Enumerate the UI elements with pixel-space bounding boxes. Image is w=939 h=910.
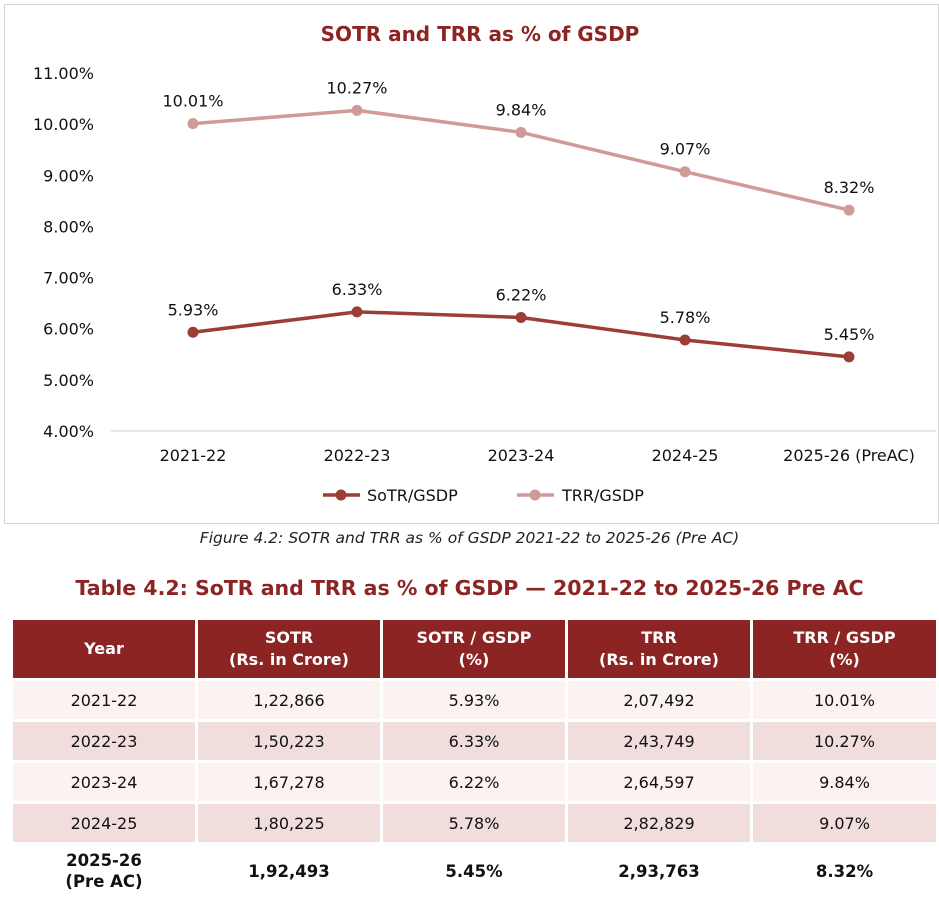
header-year: Year [13,620,195,678]
data-point [187,118,199,130]
data-label: 5.78% [660,308,711,327]
figure-caption: Figure 4.2: SOTR and TRR as % of GSDP 20… [199,529,740,547]
cell-sotr-gsdp: 6.33% [383,722,565,760]
cell-sotr-gsdp: 5.93% [383,681,565,719]
cell-sotr: 1,50,223 [198,722,380,760]
header-label: SOTR / GSDP [416,628,532,647]
data-label: 9.07% [660,140,711,159]
cell-trr-gsdp: 8.32% [753,845,936,897]
cell-year: 2025-26 (Pre AC) [13,845,195,897]
data-label: 5.93% [168,300,219,319]
header-label: Year [84,639,124,658]
header-sotr: SOTR (Rs. in Crore) [198,620,380,678]
x-tick-label: 2022-23 [324,446,391,465]
header-trr: TRR (Rs. in Crore) [568,620,750,678]
y-tick-label: 8.00% [43,217,94,236]
header-trr-gsdp: TRR / GSDP (%) [753,620,936,678]
x-tick-label: 2023-24 [488,446,555,465]
data-label: 10.27% [326,78,387,97]
data-point [351,306,363,318]
cell-year: 2024-25 [13,804,195,842]
cell-sotr: 1,92,493 [198,845,380,897]
y-tick-label: 4.00% [43,422,94,441]
legend-item: SoTR/GSDP [323,486,458,505]
header-label: SOTR [264,628,314,647]
y-tick-label: 7.00% [43,269,94,288]
cell-trr-gsdp: 9.07% [753,804,936,842]
cell-year: 2023-24 [13,763,195,801]
header-label: TRR / GSDP [793,628,896,647]
y-tick-label: 9.00% [43,166,94,185]
data-label: 5.45% [824,325,875,344]
cell-sotr: 1,67,278 [198,763,380,801]
x-axis: 2021-22 2022-23 2023-24 2024-25 2025-26 (Pre… [160,446,915,465]
table-row: 2024-25 1,80,225 5.78% 2,82,829 9.07% [13,804,936,842]
cell-trr: 2,43,749 [568,722,750,760]
cell-year-sub: (Pre AC) [65,872,143,891]
y-axis: 4.00% 5.00% 6.00% 7.00% 8.00% 9.00% 10.00% 11.0… [33,64,94,441]
table-row-total: 2025-26 (Pre AC) 1,92,493 5.45% 2,93,763… [13,845,936,897]
series-trr-gsdp: 10.01% 10.27% 9.84% 9.07% 8.32% [162,78,875,216]
y-tick-label: 10.00% [33,115,94,134]
cell-sotr: 1,80,225 [198,804,380,842]
cell-sotr-gsdp: 5.78% [383,804,565,842]
data-table: Year SOTR (Rs. in Crore) SOTR / GSDP (%)… [10,617,939,900]
table-row: 2023-24 1,67,278 6.22% 2,64,597 9.84% [13,763,936,801]
data-label: 8.32% [824,178,875,197]
data-point [515,311,527,323]
data-point [515,126,527,138]
table-header-row: Year SOTR (Rs. in Crore) SOTR / GSDP (%)… [13,620,936,678]
series-layer: 5.93% 6.33% 6.22% 5.78% 5.45% 10.01% 10.27% 9.8… [162,78,875,363]
cell-sotr: 1,22,866 [198,681,380,719]
data-label: 6.22% [496,285,547,304]
data-label: 6.33% [332,280,383,299]
chart-title: SOTR and TRR as % of GSDP [321,22,640,46]
data-point [679,166,691,178]
series-line [192,108,850,212]
header-sublabel: (Rs. in Crore) [599,650,719,669]
x-tick-label: 2021-22 [160,446,227,465]
legend-swatch-marker [529,489,541,501]
data-point [843,204,855,216]
legend-label: TRR/GSDP [561,486,644,505]
cell-sotr-gsdp: 6.22% [383,763,565,801]
cell-year: 2022-23 [13,722,195,760]
data-label: 10.01% [162,92,223,111]
header-sublabel: (Rs. in Crore) [229,650,349,669]
line-chart: SOTR and TRR as % of GSDP 4.00% 5.00% 6.00… [33,22,936,505]
series-sotr-gsdp: 5.93% 6.33% 6.22% 5.78% 5.45% [168,280,875,363]
chart-panel: SOTR and TRR as % of GSDP 4.00% 5.00% 6.00… [4,4,939,524]
cell-sotr-gsdp: 5.45% [383,845,565,897]
data-point [679,334,691,346]
cell-trr: 2,64,597 [568,763,750,801]
legend-label: SoTR/GSDP [367,486,458,505]
cell-trr-gsdp: 10.27% [753,722,936,760]
data-label: 9.84% [496,100,547,119]
cell-trr-gsdp: 10.01% [753,681,936,719]
x-tick-label: 2025-26 (PreAC) [783,446,915,465]
data-point [187,326,199,338]
table-row: 2021-22 1,22,866 5.93% 2,07,492 10.01% [13,681,936,719]
cell-trr: 2,82,829 [568,804,750,842]
cell-trr-gsdp: 9.84% [753,763,936,801]
cell-trr: 2,93,763 [568,845,750,897]
y-tick-label: 11.00% [33,64,94,83]
x-tick-label: 2024-25 [652,446,719,465]
header-sublabel: (%) [829,650,860,669]
legend-item: TRR/GSDP [517,486,644,505]
cell-year-line: 2025-26 [66,851,142,870]
header-sotr-gsdp: SOTR / GSDP (%) [383,620,565,678]
table-row: 2022-23 1,50,223 6.33% 2,43,749 10.27% [13,722,936,760]
legend-swatch-marker [335,489,347,501]
data-point [843,351,855,363]
data-point [351,104,363,116]
cell-year: 2021-22 [13,681,195,719]
legend: SoTR/GSDP TRR/GSDP [323,486,644,505]
table-title: Table 4.2: SoTR and TRR as % of GSDP — 2… [75,576,864,600]
y-tick-label: 6.00% [43,320,94,339]
y-tick-label: 5.00% [43,371,94,390]
header-sublabel: (%) [458,650,490,669]
header-label: TRR [641,628,677,647]
cell-trr: 2,07,492 [568,681,750,719]
